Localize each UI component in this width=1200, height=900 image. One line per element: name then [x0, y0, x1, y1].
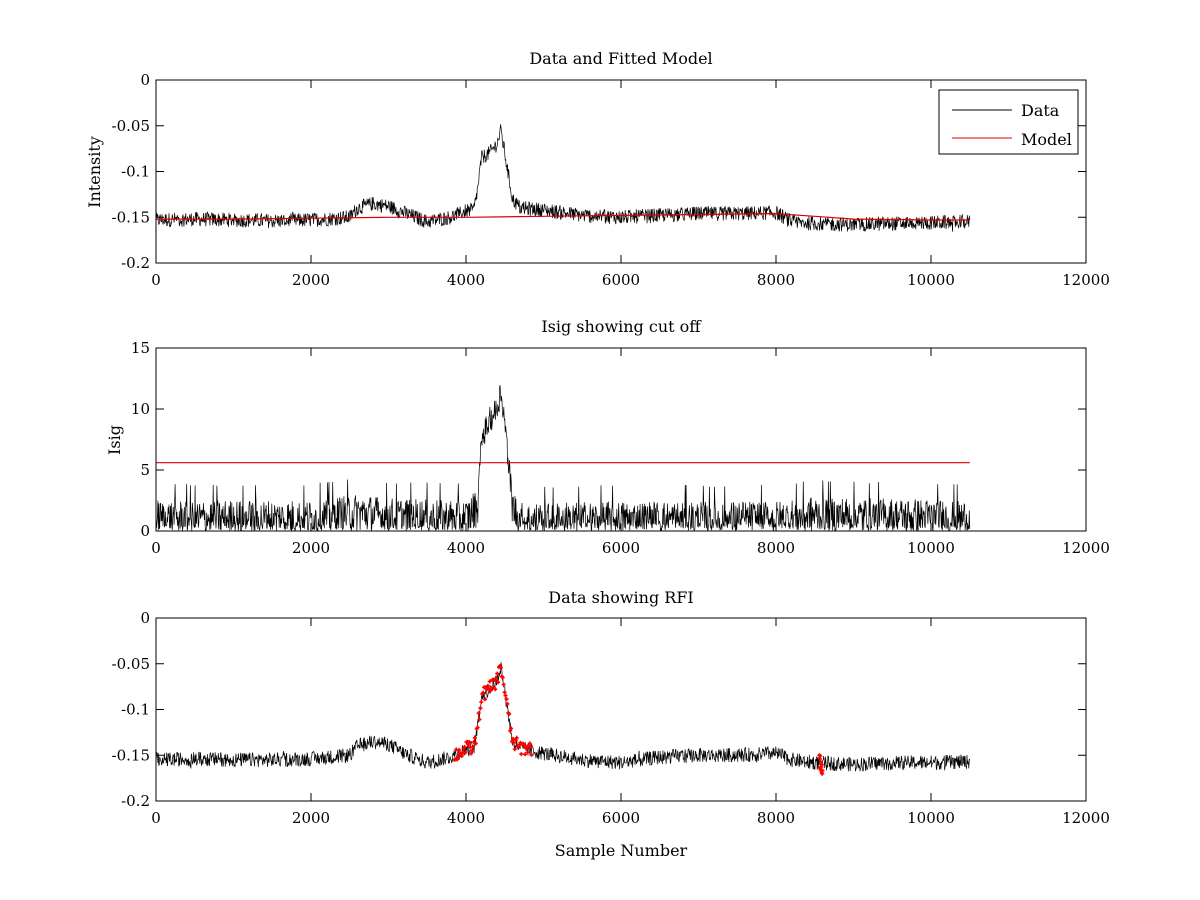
x-tick-label: 8000 [757, 539, 795, 557]
x-tick-label: 2000 [292, 809, 330, 827]
panel-data-showing-rfi: 0 2000 4000 6000 8000 10000 12000 -0.2 -0.15 -0.1… [112, 588, 1110, 860]
panel2-axes-box [155, 347, 1087, 532]
y-tick-label: -0.15 [112, 208, 150, 226]
x-tick-label: 12000 [1062, 271, 1110, 289]
panel1-series-model [156, 212, 970, 221]
legend-data-label: Data [1021, 101, 1060, 120]
panel2-ticks: 0 2000 4000 6000 8000 10000 12000 0 5 10 15 [131, 339, 1110, 557]
x-tick-label: 6000 [602, 809, 640, 827]
x-tick-label: 0 [151, 539, 161, 557]
series-line-data [155, 662, 971, 772]
y-tick-label: 15 [131, 339, 150, 357]
y-tick-label: 0 [140, 71, 150, 89]
panel3-xlabel: Sample Number [555, 841, 688, 860]
panel2-title: Isig showing cut off [541, 317, 702, 336]
y-tick-label: -0.2 [121, 792, 150, 810]
x-tick-label: 10000 [907, 271, 955, 289]
panel3-series-data [155, 662, 971, 772]
x-tick-label: 4000 [447, 809, 485, 827]
panel3-title: Data showing RFI [548, 588, 693, 607]
x-tick-label: 12000 [1062, 539, 1110, 557]
panel-data-and-fitted-model: 0 2000 4000 6000 8000 10000 12000 -0.2 -0.15 -0.1… [85, 49, 1110, 289]
x-tick-label: 4000 [447, 271, 485, 289]
y-tick-label: -0.1 [121, 701, 150, 719]
y-tick-label: 10 [131, 400, 150, 418]
legend-model-label: Model [1021, 130, 1072, 149]
x-tick-label: 8000 [757, 809, 795, 827]
panel3-ticks: 0 2000 4000 6000 8000 10000 12000 -0.2 -0.15 -0.1… [112, 609, 1110, 827]
y-tick-label: 0 [140, 522, 150, 540]
panel1-ticks: 0 2000 4000 6000 8000 10000 12000 -0.2 -0.15 -0.1… [112, 71, 1110, 289]
panel1-series-data [155, 124, 971, 232]
x-tick-label: 6000 [602, 539, 640, 557]
panel-isig-showing-cut-off: 0 2000 4000 6000 8000 10000 12000 0 5 10 15 Isig s… [105, 317, 1110, 557]
series-line-model [156, 212, 970, 221]
x-tick-label: 10000 [907, 539, 955, 557]
y-tick-label: 0 [140, 609, 150, 627]
x-tick-label: 8000 [757, 271, 795, 289]
panel2-series-isig [155, 385, 971, 532]
y-tick-label: -0.15 [112, 746, 150, 764]
x-tick-label: 0 [151, 271, 161, 289]
panel2-ylabel: Isig [105, 425, 124, 455]
series-line-isig [155, 385, 971, 532]
rfi-marker-segment [452, 664, 534, 762]
panel1-ylabel: Intensity [85, 136, 104, 208]
x-tick-label: 0 [151, 809, 161, 827]
x-tick-label: 10000 [907, 809, 955, 827]
y-tick-label: -0.2 [121, 254, 150, 272]
rfi-marker-segment [817, 753, 825, 776]
x-tick-label: 2000 [292, 539, 330, 557]
x-tick-label: 12000 [1062, 809, 1110, 827]
x-tick-label: 2000 [292, 271, 330, 289]
legend-box [938, 89, 1079, 155]
panel3-series-rfi [452, 664, 825, 776]
y-tick-label: -0.05 [112, 655, 150, 673]
panel1-title: Data and Fitted Model [529, 49, 712, 68]
legend: Data Model [938, 89, 1079, 155]
y-tick-label: 5 [140, 461, 150, 479]
y-tick-label: -0.1 [121, 163, 150, 181]
series-line-data [155, 124, 971, 232]
x-tick-label: 4000 [447, 539, 485, 557]
panel3-axes-box [155, 617, 1087, 802]
x-tick-label: 6000 [602, 271, 640, 289]
y-tick-label: -0.05 [112, 117, 150, 135]
